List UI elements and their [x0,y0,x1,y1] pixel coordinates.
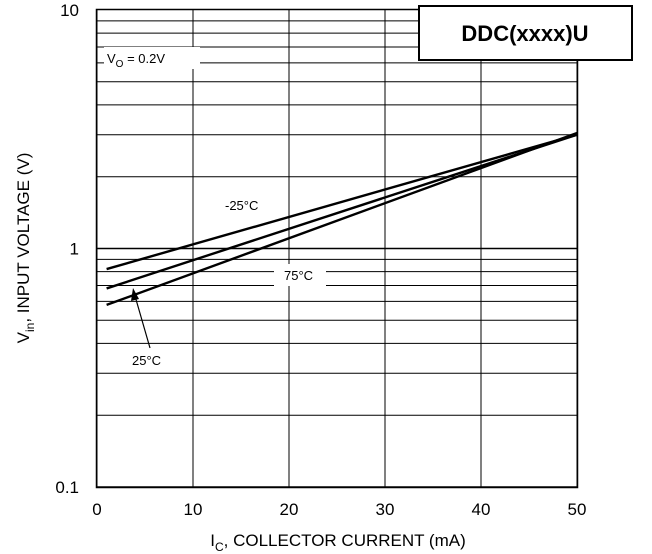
x-tick-label: 30 [376,500,395,519]
y-axis-label-subscript: in [23,323,37,332]
chart-title: DDC(xxxx)U [461,21,588,46]
label-75-text: 75°C [284,268,313,283]
series-lines [106,131,578,307]
title-box-frame [418,5,633,61]
vo-annotation-main: V [107,51,116,66]
x-axis-label-subscript: C [215,540,224,554]
vo-annotation-background [104,47,200,69]
label-25-pointer-head [131,288,139,301]
x-ticks: 0 10 20 30 40 50 [92,500,586,519]
series-line [106,131,578,307]
y-axis-label-rest: , INPUT VOLTAGE (V) [14,153,33,323]
label-minus25-text: -25°C [225,198,258,213]
plot-frame [95,8,579,489]
label-25: 25°C [124,349,176,371]
label-minus25: -25°C [223,196,271,214]
y-axis-label-main: V [14,331,33,343]
vo-annotation: VO = 0.2V [104,47,200,70]
x-tick-label: 40 [472,500,491,519]
grid [96,10,578,488]
y-tick-label: 10 [60,1,79,20]
title-box: DDC(xxxx)U [418,5,633,61]
x-tick-label: 20 [280,500,299,519]
x-tick-label: 50 [568,500,587,519]
series-line [106,133,578,271]
y-tick-label: 0.1 [55,478,79,497]
label-25-background [124,349,176,371]
y-tick-label: 1 [70,240,79,259]
x-tick-label: 10 [184,500,203,519]
x-axis-label-main: I [210,531,215,550]
x-tick-label: 0 [92,500,101,519]
x-axis-label: IC, COLLECTOR CURRENT (mA) [210,531,466,554]
label-minus25-background [223,196,271,214]
label-75-background [274,264,326,286]
label-25-text: 25°C [132,353,161,368]
label-75: 75°C [274,264,326,286]
y-axis-label: Vin, INPUT VOLTAGE (V) [14,153,37,344]
vo-annotation-subscript: O [116,59,124,70]
series-line [106,133,578,290]
vo-annotation-rest: = 0.2V [123,51,165,66]
x-axis-label-rest: , COLLECTOR CURRENT (mA) [224,531,466,550]
vo-annotation-text: VO = 0.2V [107,51,165,70]
label-25-pointer [134,295,151,349]
y-ticks: 0.1 1 10 [55,1,79,497]
